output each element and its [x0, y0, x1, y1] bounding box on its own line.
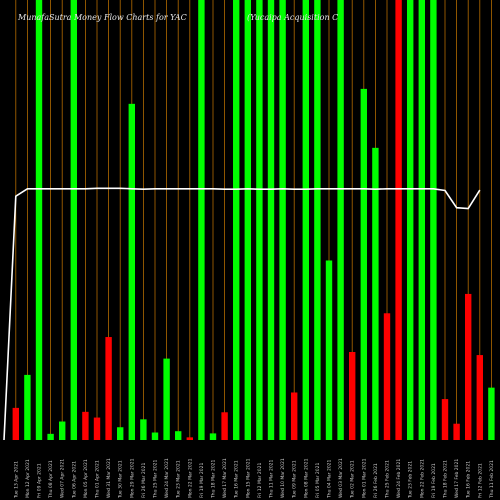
- chart-title-right: (Yucaipa Acquisition C: [247, 13, 338, 22]
- bar: [12, 407, 19, 440]
- chart-title-left: MunafaSutra Money Flow Charts for YAC: [17, 13, 187, 22]
- x-tick-label: Thu 01 Apr 2021: [95, 460, 101, 499]
- x-tick-label: Tue 16 Feb 2021: [466, 461, 472, 499]
- x-tick-label: Tue 13 Apr 2021: [13, 461, 19, 499]
- bar: [337, 0, 344, 440]
- bar: [349, 352, 356, 440]
- x-tick-label: Thu 18 Mar 2021: [211, 459, 217, 499]
- x-tick-label: Tue 30 Mar 2021: [118, 460, 124, 499]
- bar: [465, 293, 472, 440]
- bar: [418, 0, 425, 440]
- bar: [198, 0, 205, 440]
- bar: [221, 412, 228, 440]
- bar: [128, 103, 135, 440]
- bar: [70, 0, 77, 440]
- bar: [372, 147, 379, 440]
- bar: [302, 0, 309, 440]
- x-tick-label: Fri 26 Feb 2021: [373, 463, 379, 498]
- bar: [314, 0, 321, 440]
- bar: [233, 0, 240, 440]
- x-tick-label: Tue 09 Mar 2021: [292, 460, 298, 499]
- x-tick-label: Wed 10 Mar 2021: [280, 458, 286, 498]
- x-tick-label: Wed 24 Mar 2021: [164, 458, 170, 498]
- bar: [140, 419, 147, 440]
- x-tick-label: Tue 06 Apr 2021: [71, 461, 77, 499]
- x-tick-label: Thu 04 Mar 2021: [327, 459, 333, 499]
- x-tick-label: Thu 11 Mar 2021: [269, 459, 275, 499]
- bar: [186, 437, 193, 440]
- x-tick-label: Tue 16 Mar 2021: [234, 460, 240, 499]
- bar: [360, 88, 367, 440]
- x-tick-label: Fri 05 Mar 2021: [315, 463, 321, 498]
- x-tick-label: Mon 01 Mar 2021: [361, 458, 367, 498]
- bar: [453, 423, 460, 440]
- bar: [325, 260, 333, 440]
- x-tick-label: Tue 23 Feb 2021: [408, 461, 414, 499]
- x-tick-label: Wed 03 Mar 2021: [338, 458, 344, 498]
- x-tick-label: Fri 19 Feb 2021: [431, 463, 437, 498]
- x-tick-label: Tue 02 Mar 2021: [350, 460, 356, 499]
- x-tick-label: Thu 08 Apr 2021: [48, 460, 54, 499]
- x-tick-label: Wed 07 Apr 2021: [60, 459, 66, 498]
- bar: [291, 392, 298, 440]
- x-tick-label: Thu 25 Mar 2021: [153, 459, 159, 499]
- x-tick-label: Mon 22 Feb 2021: [419, 459, 425, 498]
- x-tick-label: Mon 12 Apr 2021: [25, 459, 31, 498]
- x-tick-label: Mon 22 Mar 2021: [187, 458, 193, 498]
- bar: [441, 399, 449, 440]
- x-tick-label: Mon 29 Mar 2021: [129, 458, 135, 498]
- x-tick-label: Tue 23 Mar 2021: [176, 460, 182, 499]
- bar: [430, 0, 437, 440]
- bar: [24, 374, 31, 440]
- bar: [151, 432, 159, 440]
- x-tick-label: Thu 25 Feb 2021: [385, 460, 391, 499]
- x-tick-label: Fri 19 Mar 2021: [199, 463, 205, 498]
- x-tick-label: Mon 05 Apr 2021: [83, 459, 89, 498]
- x-tick-label: Fri 09 Apr 2021: [37, 463, 43, 498]
- x-tick-label: Fri 26 Mar 2021: [141, 463, 147, 498]
- price-line: [3, 187, 481, 441]
- bar: [59, 421, 66, 440]
- x-tick-label: Mon 15 Mar 2021: [245, 458, 251, 498]
- x-tick-label: Wed 17 Mar 2021: [222, 458, 228, 498]
- bar: [476, 355, 483, 440]
- bar: [163, 358, 170, 440]
- bar: [93, 417, 101, 440]
- x-tick-label: Wed 31 Mar 2021: [106, 458, 112, 498]
- bar: [105, 337, 112, 440]
- bar: [279, 0, 286, 440]
- x-tick-label: Fri 12 Feb 2021: [477, 463, 483, 498]
- bar: [383, 313, 391, 440]
- bar: [395, 0, 402, 440]
- bar: [256, 0, 263, 440]
- bar: [117, 427, 124, 440]
- bar: [47, 433, 54, 440]
- bar: [209, 433, 217, 440]
- x-tick-label: Wed 17 Feb 2021: [454, 459, 460, 498]
- x-axis-tick-labels: Tue 13 Apr 2021 Mon 12 Apr 2021 Fri 09 Apr…: [13, 458, 495, 499]
- x-tick-label: Thu 11 Feb 2021: [489, 460, 495, 499]
- x-tick-label: Wed 24 Feb 2021: [396, 459, 402, 498]
- bar: [35, 0, 43, 440]
- x-tick-label: Thu 18 Feb 2021: [443, 460, 449, 499]
- money-flow-bars: [12, 0, 495, 440]
- bar: [244, 0, 251, 440]
- bar: [175, 431, 182, 440]
- bar: [267, 0, 275, 440]
- bar: [407, 0, 414, 440]
- bar: [488, 387, 495, 440]
- bar: [82, 411, 89, 440]
- x-tick-label: Fri 12 Mar 2021: [257, 463, 263, 498]
- x-tick-label: Mon 08 Mar 2021: [303, 458, 309, 498]
